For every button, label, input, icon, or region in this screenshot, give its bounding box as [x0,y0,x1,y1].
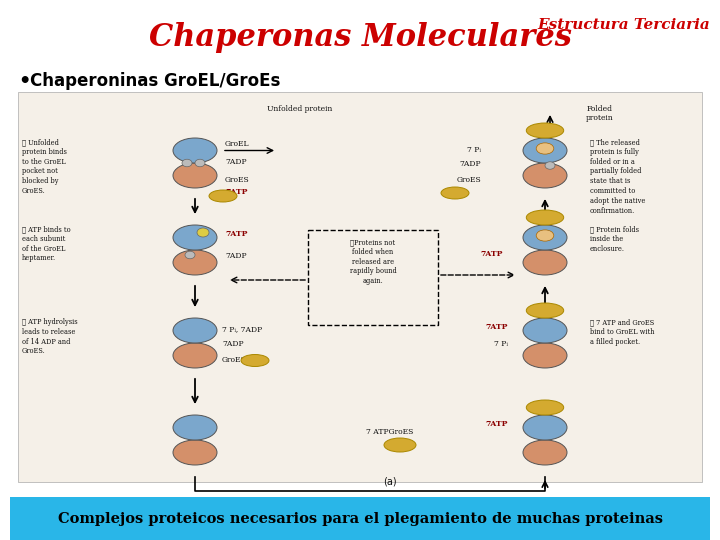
Text: 7ADP: 7ADP [222,341,243,348]
Ellipse shape [384,438,416,452]
Ellipse shape [523,440,567,465]
Text: 7ATP: 7ATP [225,188,248,196]
Ellipse shape [523,250,567,275]
Text: 7ADP: 7ADP [225,253,247,260]
Ellipse shape [195,159,205,167]
Ellipse shape [173,343,217,368]
Ellipse shape [173,163,217,188]
Ellipse shape [182,159,192,167]
Ellipse shape [523,138,567,163]
Ellipse shape [241,354,269,367]
Ellipse shape [185,251,195,259]
Text: 7 ATPGroES: 7 ATPGroES [366,428,414,435]
Text: 7 Pᵢ: 7 Pᵢ [494,341,508,348]
Text: GroES: GroES [225,176,250,184]
Ellipse shape [523,163,567,188]
Bar [18,92,702,482]
Text: 7ATP: 7ATP [225,230,248,238]
Text: •: • [18,72,30,91]
Ellipse shape [173,250,217,275]
Text: ② ATP binds to
each subunit
of the GroEL
heptamer.: ② ATP binds to each subunit of the GroEL… [22,225,71,262]
Ellipse shape [173,440,217,465]
Ellipse shape [209,190,237,202]
Ellipse shape [173,415,217,440]
Ellipse shape [526,123,564,138]
Text: ⑧Proteins not
folded when
released are
rapidly bound
again.: ⑧Proteins not folded when released are r… [350,238,397,285]
Bar [308,230,438,325]
Text: Unfolded protein: Unfolded protein [267,105,333,113]
Text: 7ATP: 7ATP [485,420,508,428]
Ellipse shape [545,162,555,169]
Text: 7 Pᵢ, 7ADP: 7 Pᵢ, 7ADP [222,326,262,334]
Text: GroES: GroES [222,355,247,363]
Text: 7ADP: 7ADP [459,160,481,168]
Ellipse shape [536,230,554,241]
Text: ⑧ 7 ATP and GroES
bind to GroEL with
a filled pocket.: ⑧ 7 ATP and GroES bind to GroEL with a f… [590,318,654,346]
Ellipse shape [536,143,554,154]
Text: 7ADP: 7ADP [225,158,247,166]
Text: Folded
protein: Folded protein [586,105,614,122]
Ellipse shape [173,225,217,250]
Ellipse shape [523,343,567,368]
Text: ③ ATP hydrolysis
leads to release
of 14 ADP and
GroES.: ③ ATP hydrolysis leads to release of 14 … [22,318,78,355]
Bar [10,497,710,540]
Text: (a): (a) [383,476,397,486]
Text: GroES: GroES [456,176,481,184]
Ellipse shape [526,303,564,318]
Text: 7ATP: 7ATP [480,250,503,258]
Ellipse shape [173,138,217,163]
Text: ① Unfolded
protein binds
to the GroEL
pocket not
blocked by
GroES.: ① Unfolded protein binds to the GroEL po… [22,138,67,195]
Ellipse shape [523,318,567,343]
Text: Chaperoninas GroEL/GroEs: Chaperoninas GroEL/GroEs [30,72,280,90]
Text: ⑥ The released
protein is fully
folded or in a
partially folded
state that is
co: ⑥ The released protein is fully folded o… [590,138,645,214]
Text: Chaperonas Moleculares: Chaperonas Moleculares [148,22,572,53]
Ellipse shape [526,210,564,225]
Ellipse shape [523,415,567,440]
Text: GroEL: GroEL [225,140,250,148]
Text: Complejos proteicos necesarios para el plegamiento de muchas proteinas: Complejos proteicos necesarios para el p… [58,511,662,525]
Ellipse shape [441,187,469,199]
Text: ⑤ Protein folds
inside the
enclosure.: ⑤ Protein folds inside the enclosure. [590,225,639,253]
Text: 7 Pᵢ: 7 Pᵢ [467,145,481,153]
Ellipse shape [197,228,209,237]
Ellipse shape [526,400,564,415]
Text: Estructura Terciaria: Estructura Terciaria [537,18,710,32]
Text: 7ATP: 7ATP [485,323,508,331]
Ellipse shape [523,225,567,250]
Ellipse shape [173,318,217,343]
